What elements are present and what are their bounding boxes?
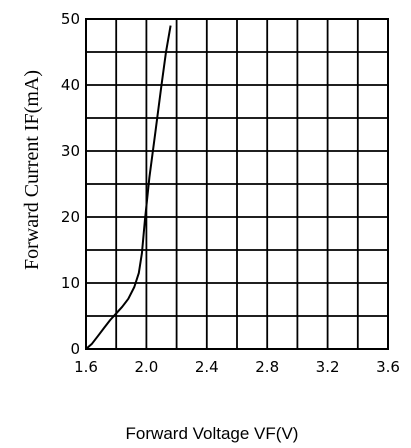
- x-tick-labels: 1.6 2.0 2.4 2.8 3.2 3.6: [74, 358, 400, 376]
- x-tick-label: 3.6: [376, 358, 400, 376]
- x-tick-label: 2.0: [134, 358, 158, 376]
- x-axis-label: Forward Voltage VF(V): [126, 424, 299, 443]
- y-tick-label: 20: [61, 208, 80, 226]
- y-tick-label: 30: [61, 142, 80, 160]
- y-axis-label: Forward Current IF(mA): [21, 70, 43, 270]
- x-tick-label: 2.4: [195, 358, 219, 376]
- series-line: [85, 25, 172, 350]
- y-tick-label: 50: [61, 10, 80, 28]
- y-tick-label: 10: [61, 274, 80, 292]
- plot-frame: [85, 18, 389, 350]
- x-tick-label: 3.2: [316, 358, 340, 376]
- grid: [86, 19, 388, 349]
- x-tick-label: 1.6: [74, 358, 98, 376]
- y-tick-label: 0: [70, 340, 80, 358]
- x-tick-label: 2.8: [255, 358, 279, 376]
- y-tick-labels: 0 10 20 30 40 50: [61, 10, 80, 358]
- y-tick-label: 40: [61, 76, 80, 94]
